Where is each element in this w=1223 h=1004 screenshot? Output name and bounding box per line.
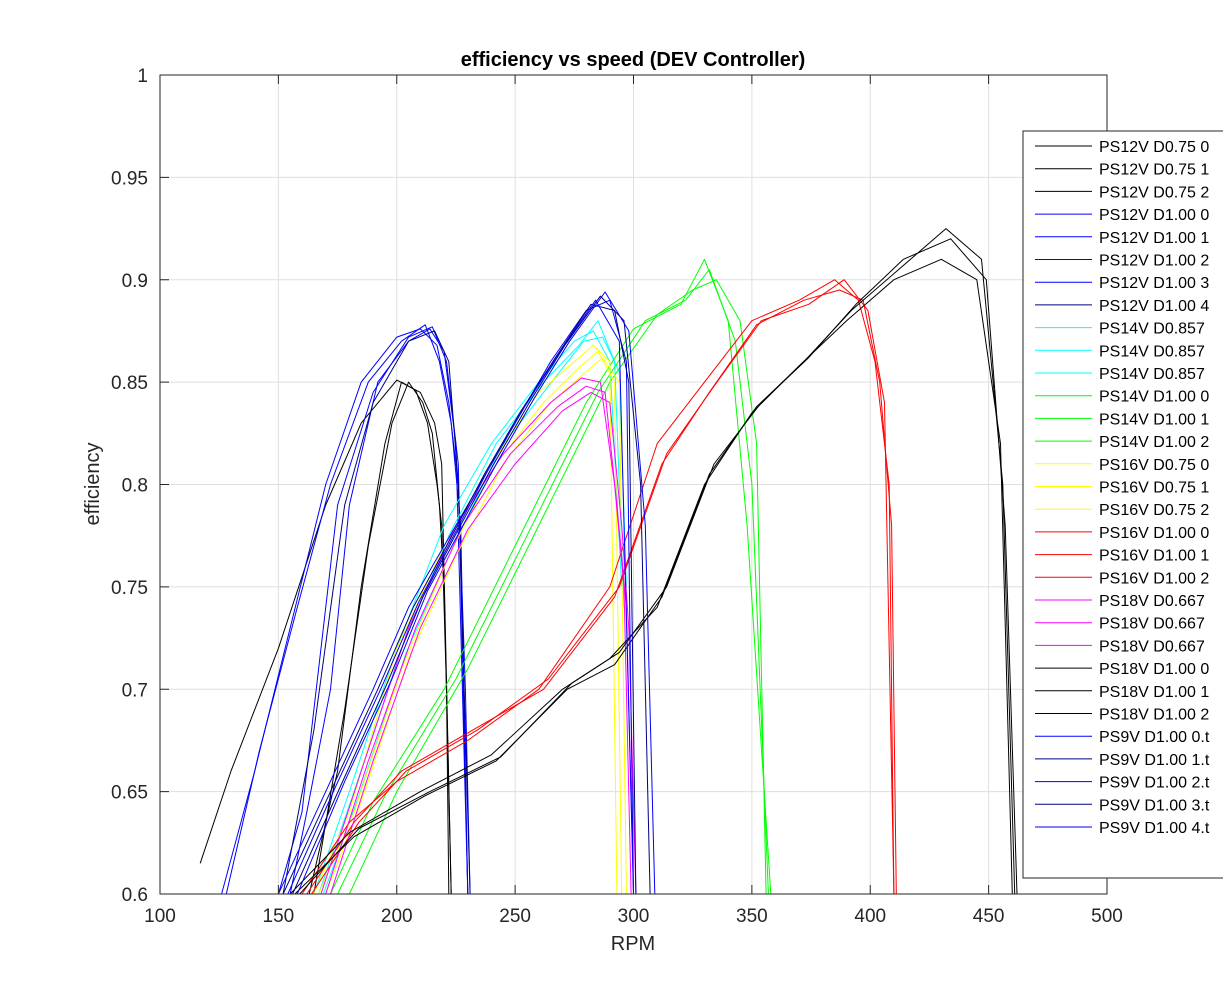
plot-lines [199,228,1018,895]
legend-entry: PS12V D0.75 0 [1099,139,1209,156]
legend-entry: PS12V D0.75 1 [1099,162,1209,179]
series-line-30 [296,291,656,895]
legend-entry: PS16V D0.75 1 [1099,480,1209,497]
x-tick-label: 300 [618,906,650,927]
legend-entry: PS16V D1.00 2 [1099,570,1209,587]
legend-entry: PS14V D1.00 1 [1099,411,1209,428]
x-axis-label: RPM [611,933,655,955]
legend-entry: PS9V D1.00 0.t [1099,729,1210,746]
x-tick-label: 250 [499,906,531,927]
y-tick-label: 0.8 [122,476,148,497]
legend-entry: PS18V D1.00 2 [1099,707,1209,724]
legend-entry: PS16V D1.00 0 [1099,525,1209,542]
legend-entry: PS12V D1.00 1 [1099,230,1209,247]
series-line-28 [287,299,634,895]
series-line-27 [282,303,637,895]
series-line-1 [313,381,452,895]
legend-entry: PS12V D1.00 0 [1099,207,1209,224]
y-tick-label: 0.95 [111,168,148,189]
x-tick-label: 450 [973,906,1005,927]
series-line-4 [225,324,469,895]
series-line-22 [330,391,637,895]
series-line-25 [299,238,1018,895]
y-tick-label: 0.7 [122,680,148,701]
series-line-16 [325,357,627,895]
series-line-17 [301,279,895,895]
legend-entry: PS16V D0.75 0 [1099,457,1209,474]
chart-title: efficiency vs speed (DEV Controller) [461,49,806,71]
y-tick-label: 1 [137,66,148,87]
series-line-10 [322,336,627,895]
legend-entry: PS18V D1.00 0 [1099,661,1209,678]
series-line-13 [330,258,772,895]
y-tick-label: 0.6 [122,885,148,906]
series-line-21 [325,385,634,895]
legend-entry: PS9V D1.00 3.t [1099,797,1210,814]
legend-entry: PS16V D0.75 2 [1099,502,1209,519]
legend-entry: PS12V D1.00 4 [1099,298,1209,315]
y-tick-label: 0.75 [111,578,148,599]
series-line-2 [199,379,452,895]
series-line-29 [292,295,651,895]
axis-ticks: 100 150 200 250 300 350 400 450 500 0.6 0.65 0.7 0.7… [111,66,1123,927]
x-tick-label: 400 [854,906,886,927]
legend-entry: PS9V D1.00 2.t [1099,775,1210,792]
legend-entry: PS12V D0.75 2 [1099,184,1209,201]
series-line-12 [337,269,769,895]
legend-entry: PS12V D1.00 2 [1099,253,1209,270]
legend-entry: PS18V D0.667 [1099,616,1205,633]
y-axis-label: efficiency [82,442,104,525]
legend-entry: PS14V D1.00 2 [1099,434,1209,451]
legend-entry: PS16V D1.00 1 [1099,548,1209,565]
y-tick-label: 0.85 [111,373,148,394]
series-line-7 [282,330,471,895]
series-line-23 [289,258,1013,895]
series-line-14 [313,344,618,895]
legend-box [1022,130,1223,879]
x-tick-label: 100 [144,906,176,927]
legend-entry: PS14V D0.857 [1099,366,1205,383]
legend-entry: PS14V D1.00 0 [1099,389,1209,406]
x-tick-label: 350 [736,906,768,927]
x-tick-label: 200 [381,906,413,927]
legend-entry: PS14V D0.857 [1099,321,1205,338]
y-tick-label: 0.9 [122,271,148,292]
legend: PS12V D0.75 0 PS12V D0.75 1 PS12V D0.75 2 P… [1022,130,1223,879]
x-tick-label: 500 [1091,906,1123,927]
series-line-15 [318,350,623,895]
legend-entry: PS12V D1.00 3 [1099,275,1209,292]
legend-entry: PS18V D1.00 1 [1099,684,1209,701]
legend-entry: PS9V D1.00 1.t [1099,752,1210,769]
legend-entry: PS9V D1.00 4.t [1099,820,1210,837]
y-tick-label: 0.65 [111,783,148,804]
legend-entry: PS14V D0.857 [1099,343,1205,360]
x-tick-label: 150 [263,906,295,927]
legend-entry: PS18V D0.667 [1099,593,1205,610]
series-line-6 [289,328,469,895]
series-line-24 [294,228,1016,895]
legend-entry: PS18V D0.667 [1099,638,1205,655]
